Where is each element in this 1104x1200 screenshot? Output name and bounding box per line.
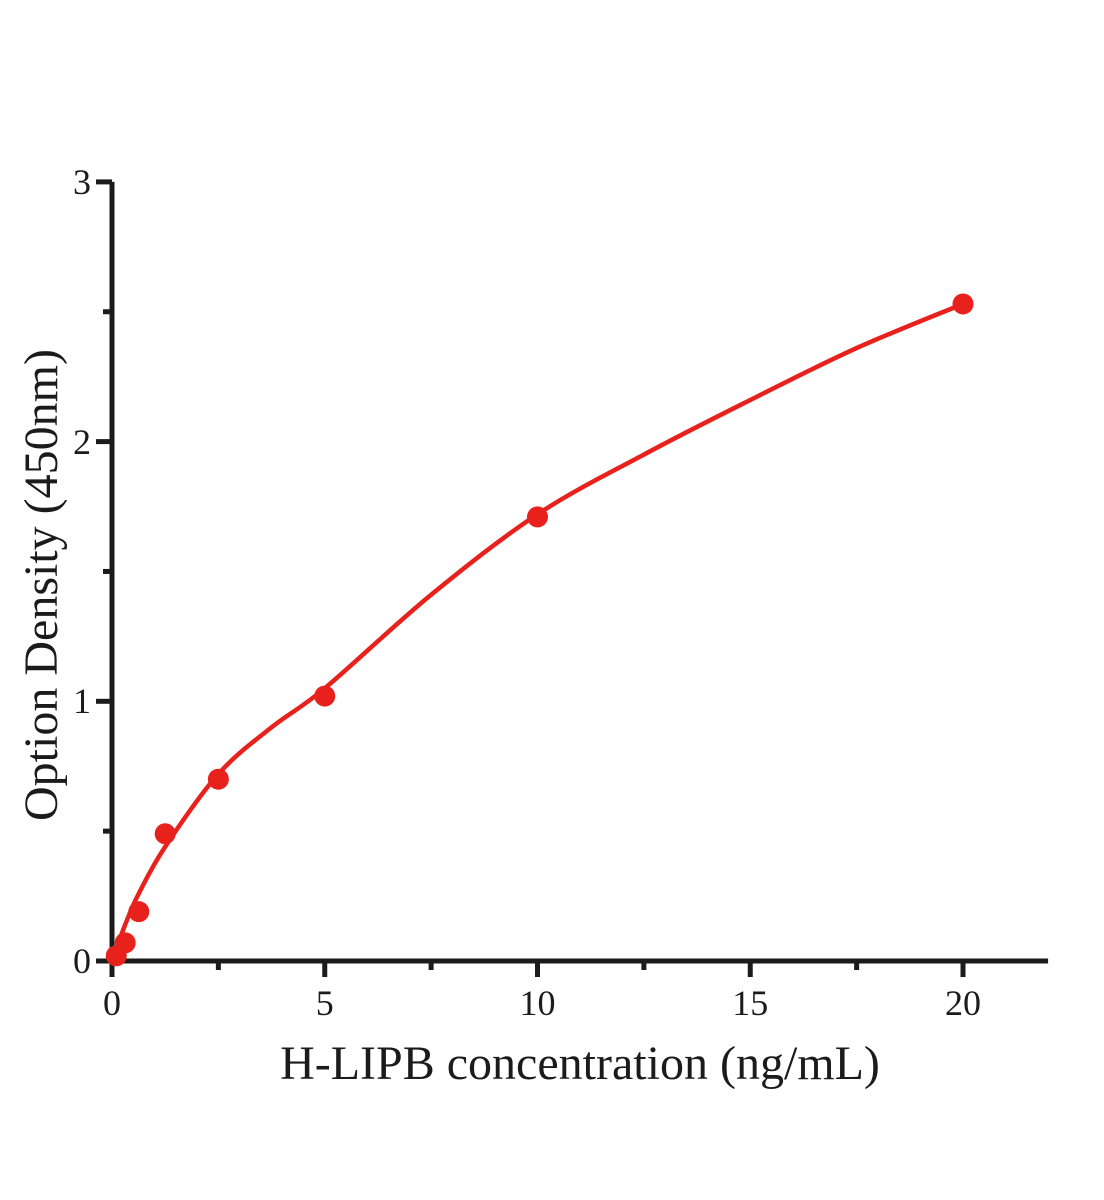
x-tick-label: 5 bbox=[315, 983, 334, 1023]
y-tick-label: 0 bbox=[73, 941, 91, 981]
axes-group bbox=[96, 179, 1049, 977]
y-tick-label: 2 bbox=[73, 421, 91, 462]
y-tick-label: 1 bbox=[73, 681, 91, 722]
y-tick-label: 3 bbox=[73, 161, 91, 202]
data-points bbox=[105, 293, 974, 967]
y-axis-title: Option Density (450nm) bbox=[15, 349, 68, 821]
x-tick-label: 20 bbox=[945, 983, 981, 1023]
x-tick-label: 10 bbox=[519, 983, 556, 1023]
x-tick-label: 0 bbox=[103, 983, 121, 1023]
x-tick-label: 15 bbox=[732, 983, 769, 1023]
fit-curve bbox=[109, 301, 966, 964]
x-axis-title: H-LIPB concentration (ng/mL) bbox=[280, 1037, 880, 1090]
